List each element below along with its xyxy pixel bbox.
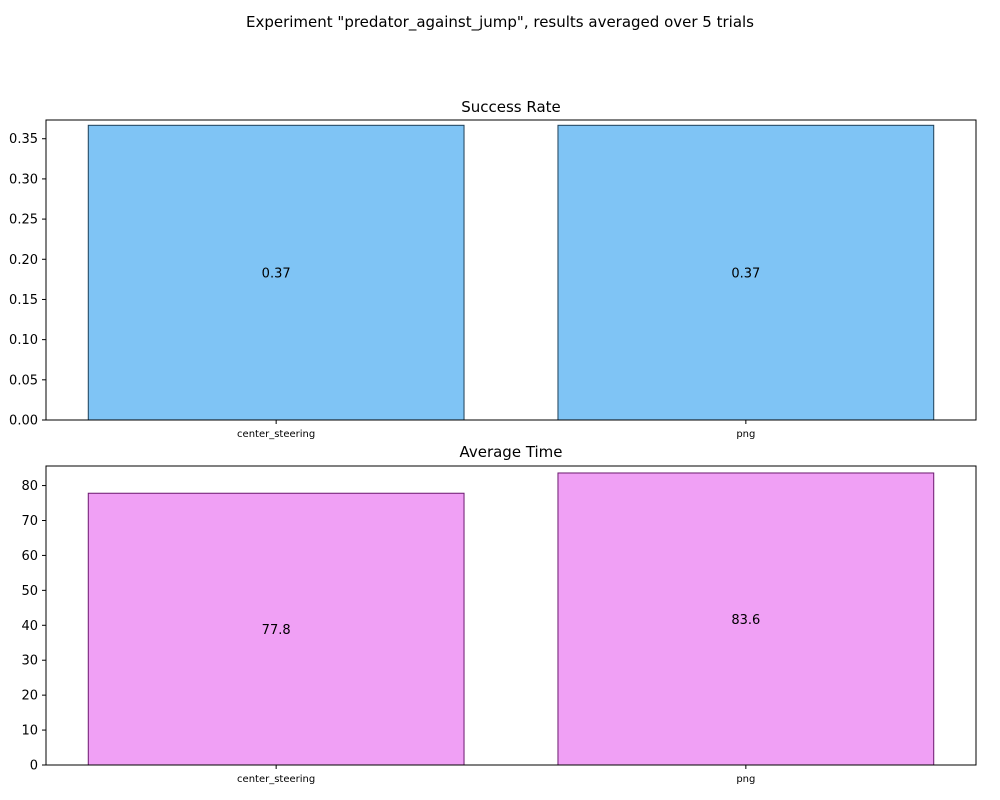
bar-png [557, 124, 935, 421]
ytick-label: 10 [21, 724, 38, 739]
xtick-label: center_steering [237, 774, 315, 785]
plot-area-average-time: 0 10 20 30 40 50 60 70 80 77.8 center_steering 83.6… [21, 472, 935, 785]
ytick-label: 60 [21, 549, 38, 564]
chart-title-average-time: Average Time [459, 443, 562, 461]
ytick-label: 80 [21, 479, 38, 494]
axes-frame-success-rate [45, 119, 977, 421]
ytick-label: 0.15 [9, 293, 38, 308]
bar-value-label: 0.37 [262, 267, 291, 282]
xtick-label: png [736, 774, 755, 785]
ytick-label: 20 [21, 689, 38, 704]
xtick-label: png [736, 429, 755, 440]
axes-frame-average-time [45, 465, 977, 766]
ytick-label: 40 [21, 619, 38, 634]
plot-area-success-rate: 0.00 0.05 0.10 0.15 0.20 0.25 0.30 0.35 0.37 cent… [9, 124, 935, 440]
ytick-label: 50 [21, 584, 38, 599]
ytick-label: 0.30 [9, 172, 38, 187]
bar-center-steering [87, 492, 465, 766]
ytick-label: 0.25 [9, 213, 38, 228]
ytick-label: 0.05 [9, 373, 38, 388]
ytick-label: 0.00 [9, 414, 38, 429]
chart-average-time: Average Time 0 10 20 30 40 50 60 70 80 77.8 center… [21, 443, 977, 785]
bar-center-steering [87, 124, 465, 421]
bar-value-label: 77.8 [262, 623, 291, 638]
ytick-label: 0.10 [9, 333, 38, 348]
chart-title-success-rate: Success Rate [461, 98, 561, 116]
ytick-label: 0 [30, 759, 38, 774]
bar-value-label: 0.37 [731, 267, 760, 282]
ytick-label: 70 [21, 514, 38, 529]
figure-suptitle: Experiment "predator_against_jump", resu… [246, 13, 754, 32]
bar-value-label: 83.6 [731, 613, 760, 628]
ytick-label: 30 [21, 654, 38, 669]
ytick-label: 0.20 [9, 253, 38, 268]
ytick-label: 0.35 [9, 132, 38, 147]
chart-success-rate: Success Rate 0.00 0.05 0.10 0.15 0.20 0.25 0.3… [9, 98, 977, 440]
bar-png [557, 472, 935, 766]
xtick-label: center_steering [237, 429, 315, 440]
